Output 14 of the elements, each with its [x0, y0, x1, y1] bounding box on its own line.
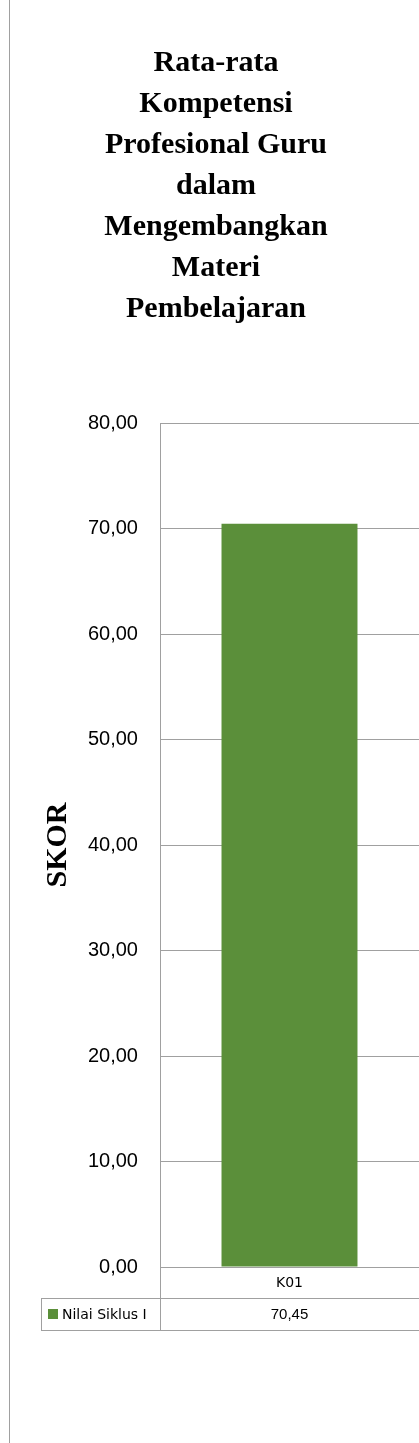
- chart-title: Rata-rata Kompetensi Profesional Guru dalam Mengembangkan Materi Pembelajaran: [103, 43, 329, 325]
- x-tick-label: K01: [276, 1274, 303, 1291]
- y-tick-label: 30,00: [87, 938, 138, 961]
- y-tick-label: 60,00: [87, 621, 138, 644]
- y-tick-label: 70,00: [87, 516, 138, 539]
- y-tick-label: 0,00: [99, 1254, 138, 1277]
- data-label: 70,45: [270, 1305, 309, 1323]
- legend-label: Nilai Siklus I: [62, 1305, 147, 1322]
- y-tick-label: 10,00: [87, 1149, 138, 1172]
- y-tick-label: 50,00: [87, 727, 138, 750]
- y-tick-label: 80,00: [87, 410, 138, 433]
- y-tick-label: 40,00: [87, 832, 138, 855]
- y-axis-title: SKOR: [38, 802, 72, 888]
- y-tick-label: 20,00: [87, 1043, 138, 1066]
